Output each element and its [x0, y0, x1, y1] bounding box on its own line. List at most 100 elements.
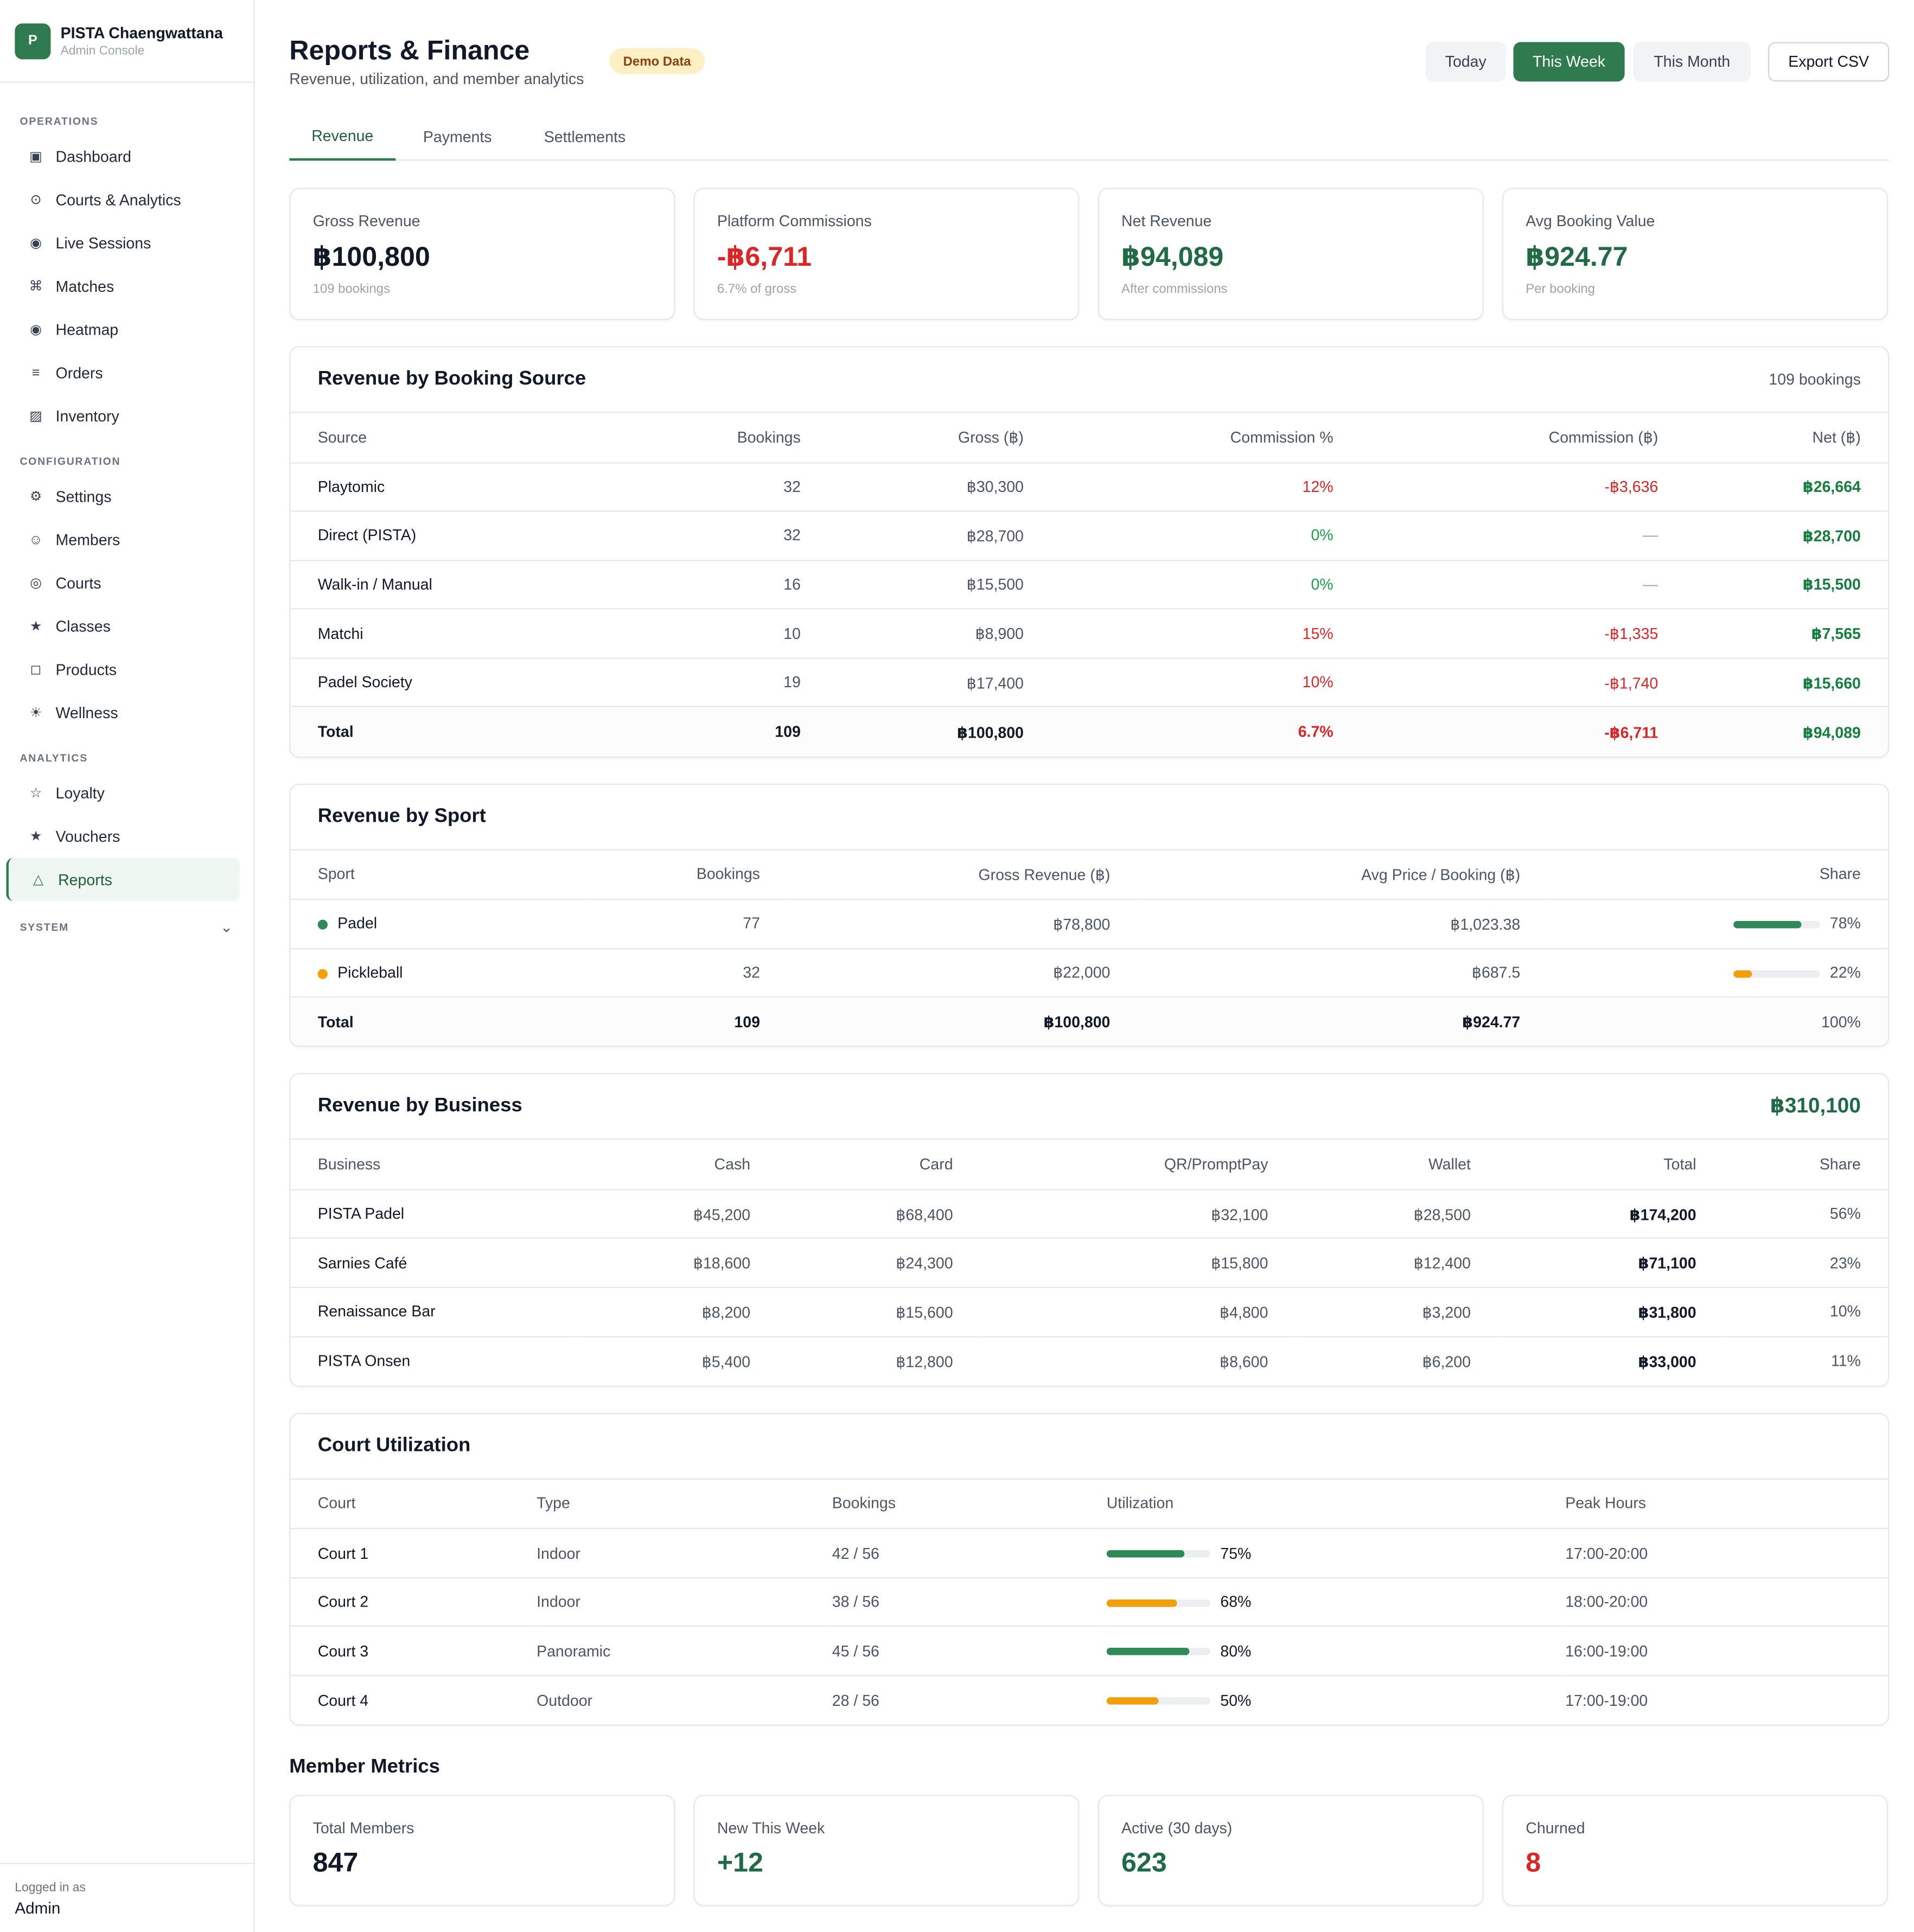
table-row[interactable]: Padel Society 19 ฿17,400 10% -฿1,740 ฿15,660 [290, 658, 1889, 708]
source-name: Walk-in / Manual [290, 560, 613, 610]
table-row[interactable]: Walk-in / Manual 16 ฿15,500 0% — ฿15,500 [290, 560, 1889, 610]
star-icon: ★ [29, 829, 42, 845]
sidebar-item-reports[interactable]: △ Reports [6, 858, 240, 901]
table-row[interactable]: Renaissance Bar ฿8,200 ฿15,600 ฿4,800 ฿3,200… [290, 1287, 1889, 1338]
sidebar-item-label: Heatmap [55, 321, 119, 338]
utilization-bar [1106, 1599, 1211, 1607]
utilization-table: Court Type Bookings Utilization Peak Hours C… [290, 1479, 1889, 1724]
sidebar-item-orders[interactable]: ≡ Orders [6, 351, 240, 394]
export-csv-button[interactable]: Export CSV [1768, 42, 1890, 82]
member-metric-value: 623 [1121, 1847, 1167, 1878]
sidebar-item-courts-analytics[interactable]: ⊙ Courts & Analytics [6, 178, 240, 221]
nav-section-operations: OPERATIONS [20, 114, 99, 127]
gross-value: ฿15,500 [827, 560, 1051, 610]
sidebar-item-label: Members [55, 530, 120, 548]
gross-revenue: ฿78,800 [787, 899, 1138, 949]
column-header: Sport [290, 849, 588, 900]
table-row[interactable]: Court 3 Panoramic 45 / 56 80% 16:00-19:00 [290, 1626, 1889, 1677]
sport-color-dot [317, 968, 328, 979]
sidebar-item-label: Orders [55, 364, 103, 382]
total-value: ฿31,800 [1498, 1287, 1724, 1338]
utilization-cell: 50% [1106, 1675, 1566, 1724]
sidebar-item-classes[interactable]: ★ Classes [6, 604, 240, 648]
table-row[interactable]: Padel 77 ฿78,800 ฿1,023.38 78% [290, 899, 1889, 949]
utilization-bar [1106, 1648, 1211, 1656]
utilization-percent: 68% [1220, 1593, 1252, 1611]
column-header: Bookings [832, 1479, 1107, 1530]
commission-amount: -฿3,636 [1360, 462, 1686, 512]
sidebar-item-products[interactable]: ◻ Products [6, 648, 240, 691]
utilization-bar [1106, 1697, 1211, 1705]
column-header: Gross Revenue (฿) [787, 849, 1138, 900]
business-name: Renaissance Bar [290, 1287, 575, 1338]
sidebar-item-wellness[interactable]: ☀ Wellness [6, 691, 240, 734]
nav-section-analytics: ANALYTICS [20, 751, 88, 764]
table-row[interactable]: Pickleball 32 ฿22,000 ฿687.5 22% [290, 948, 1889, 998]
peak-hours: 17:00-19:00 [1565, 1691, 1648, 1709]
sidebar-item-live-sessions[interactable]: ◉ Live Sessions [6, 221, 240, 265]
range-this-week-button[interactable]: This Week [1513, 42, 1625, 82]
column-header: Gross (฿) [827, 413, 1051, 463]
nav-section-configuration: CONFIGURATION [20, 455, 121, 468]
commission-percent: 0% [1051, 560, 1361, 610]
range-today-button[interactable]: Today [1425, 42, 1506, 82]
qr-value: ฿8,600 [1220, 1353, 1268, 1371]
total-label: Total [290, 997, 588, 1046]
circle-icon: ◎ [30, 576, 42, 591]
member-card-total-members: Total Members 847 [289, 1795, 675, 1907]
page-header: Reports & Finance Revenue, utilization, … [289, 0, 1890, 114]
sidebar-item-matches[interactable]: ⌘ Matches [6, 265, 240, 308]
table-row[interactable]: Court 4 Outdoor 28 / 56 50% 17:00-19:00 [291, 1675, 1888, 1724]
table-row[interactable]: Sarnies Café ฿18,600 ฿24,300 ฿15,800 ฿12,400… [290, 1238, 1889, 1288]
net-value: ฿7,565 [1685, 609, 1889, 659]
commission-amount: -฿1,740 [1360, 658, 1686, 708]
table-row[interactable]: Court 1 Indoor 42 / 56 75% 17:00-20:00 [290, 1528, 1889, 1578]
kpi-value: ฿924.77 [1526, 241, 1628, 272]
sidebar-item-settings[interactable]: ⚙ Settings [6, 475, 240, 518]
table-row[interactable]: Direct (PISTA) 32 ฿28,700 0% — ฿28,700 [290, 511, 1889, 561]
member-metric-value: +12 [717, 1847, 763, 1878]
kpi-label: Gross Revenue [312, 212, 420, 230]
square-icon: ◻ [30, 662, 42, 677]
utilization-bar-fill [1106, 1550, 1185, 1558]
table-row[interactable]: PISTA Onsen ฿5,400 ฿12,800 ฿8,600 ฿6,200 ฿33,… [291, 1336, 1888, 1385]
brand[interactable]: P PISTA Chaengwattana Admin Console [0, 0, 254, 83]
tab-revenue[interactable]: Revenue [289, 114, 396, 161]
business-name: Sarnies Café [290, 1238, 575, 1288]
sidebar-item-dashboard[interactable]: ▣ Dashboard [6, 135, 240, 178]
sidebar-item-heatmap[interactable]: ◉ Heatmap [6, 308, 240, 351]
sidebar-item-loyalty[interactable]: ☆ Loyalty [6, 771, 240, 815]
table-row[interactable]: Court 2 Indoor 38 / 56 68% 18:00-20:00 [290, 1577, 1889, 1628]
table-row[interactable]: Matchi 10 ฿8,900 15% -฿1,335 ฿7,565 [290, 609, 1889, 659]
column-header: Business [290, 1140, 575, 1191]
tab-payments[interactable]: Payments [423, 129, 492, 146]
court-type: Indoor [537, 1577, 832, 1628]
card-title: Court Utilization [317, 1435, 471, 1456]
sidebar-item-inventory[interactable]: ▨ Inventory [6, 394, 240, 438]
card-title: Revenue by Sport [317, 805, 486, 827]
tab-settlements[interactable]: Settlements [544, 129, 626, 146]
sidebar-item-vouchers[interactable]: ★ Vouchers [6, 815, 240, 858]
radio-icon: ◉ [30, 322, 42, 338]
column-header: Commission (฿) [1360, 413, 1686, 463]
net-value: ฿15,500 [1685, 560, 1889, 610]
member-card-new-this-week: New This Week +12 [693, 1795, 1080, 1907]
member-card-active-30-days: Active (30 days) 623 [1098, 1795, 1484, 1907]
member-metric-label: Total Members [312, 1819, 414, 1837]
kpi-card-platform-commissions: Platform Commissions -฿6,711 6.7% of gross [693, 188, 1080, 321]
qr-value: ฿15,800 [980, 1238, 1296, 1288]
sidebar-item-members[interactable]: ☺ Members [6, 518, 240, 561]
table-row[interactable]: PISTA Padel ฿45,200 ฿68,400 ฿32,100 ฿28,500 ฿… [290, 1189, 1889, 1239]
user-icon: ☺ [29, 532, 43, 547]
sidebar-item-label: Vouchers [55, 827, 120, 845]
nav-section-system[interactable]: SYSTEM ⌄ [20, 918, 234, 936]
chevron-down-icon[interactable]: ⌄ [220, 918, 234, 936]
total-net: ฿94,089 [1685, 707, 1889, 756]
sport-table: Sport Bookings Gross Revenue (฿) Avg Price … [290, 849, 1889, 1046]
brand-name: PISTA Chaengwattana [60, 24, 223, 42]
table-row[interactable]: Playtomic 32 ฿30,300 12% -฿3,636 ฿26,664 [290, 462, 1889, 512]
range-this-month-button[interactable]: This Month [1633, 42, 1751, 82]
utilization-cell: 68% [1106, 1577, 1566, 1628]
court-type: Indoor [537, 1528, 832, 1578]
sidebar-item-courts[interactable]: ◎ Courts [6, 561, 240, 605]
